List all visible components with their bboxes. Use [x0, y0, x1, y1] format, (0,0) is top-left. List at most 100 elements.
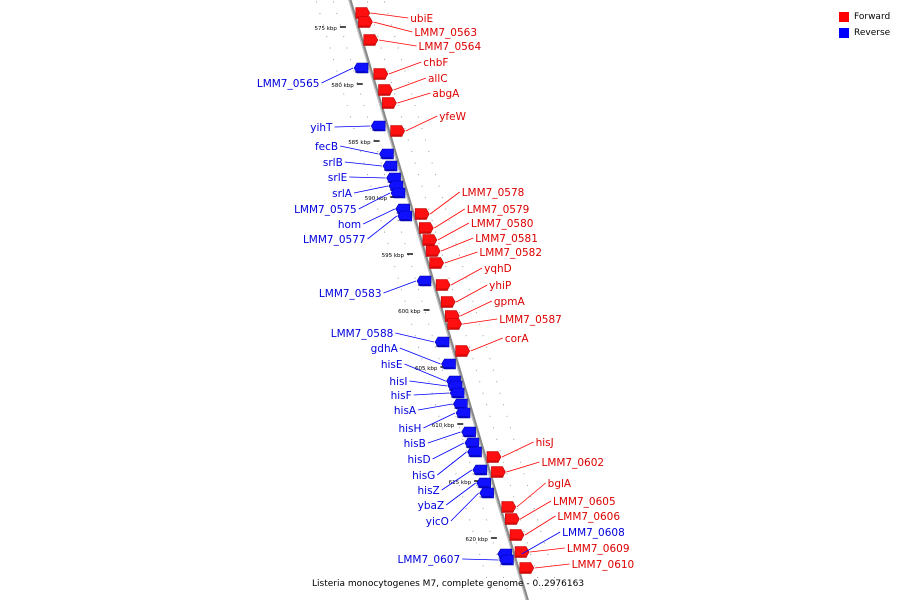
forward-gene-feature[interactable]: [447, 318, 463, 330]
forward-gene-feature[interactable]: [382, 97, 397, 109]
forward-gene-label[interactable]: LMM7_0578: [462, 187, 525, 199]
legend-forward[interactable]: Forward: [839, 9, 899, 24]
reverse-gene-feature[interactable]: [479, 487, 494, 499]
forward-gene-label[interactable]: yfeW: [439, 111, 466, 123]
forward-gene-label[interactable]: LMM7_0610: [572, 559, 635, 571]
forward-gene-feature[interactable]: [358, 16, 373, 28]
kbp-tick-label: 610 kbp: [432, 423, 455, 429]
reverse-gene-label[interactable]: hisE: [381, 359, 403, 371]
forward-gene-label[interactable]: LMM7_0606: [557, 511, 620, 523]
reverse-gene-feature[interactable]: [449, 387, 465, 399]
forward-gene-feature[interactable]: [414, 208, 430, 220]
forward-leader-line: [440, 237, 474, 252]
reverse-gene-feature[interactable]: [379, 148, 394, 160]
forward-gene-feature[interactable]: [491, 466, 506, 478]
reverse-gene-label[interactable]: LMM7_0588: [331, 328, 394, 340]
forward-gene-label[interactable]: LMM7_0579: [467, 204, 530, 216]
reverse-gene-feature[interactable]: [382, 160, 398, 172]
forward-gene-label[interactable]: hisJ: [536, 437, 554, 449]
forward-gene-feature[interactable]: [455, 345, 471, 357]
forward-leader-line: [520, 500, 552, 520]
forward-gene-feature[interactable]: [440, 296, 456, 308]
forward-gene-label[interactable]: yqhD: [484, 263, 512, 275]
reverse-gene-feature[interactable]: [441, 358, 456, 370]
forward-gene-label[interactable]: LMM7_0609: [567, 543, 630, 555]
forward-gene-label[interactable]: chbF: [423, 57, 448, 69]
reverse-gene-feature[interactable]: [353, 62, 369, 74]
reverse-gene-label[interactable]: hisF: [391, 390, 412, 402]
reverse-gene-feature[interactable]: [499, 554, 514, 566]
reverse-gene-feature[interactable]: [455, 407, 471, 419]
forward-gene-label[interactable]: LMM7_0582: [479, 247, 542, 259]
forward-gene-label[interactable]: yhiP: [489, 280, 511, 292]
forward-gene-label[interactable]: LMM7_0605: [553, 496, 616, 508]
reverse-leader-line: [462, 558, 499, 561]
reverse-gene-feature[interactable]: [467, 446, 482, 458]
reverse-gene-label[interactable]: fecB: [315, 141, 338, 153]
forward-gene-feature[interactable]: [509, 529, 525, 541]
forward-gene-label[interactable]: bglA: [548, 478, 572, 490]
reverse-gene-label[interactable]: hisG: [412, 470, 435, 482]
reverse-gene-label[interactable]: yicO: [426, 516, 449, 528]
reverse-gene-label[interactable]: hisA: [394, 405, 417, 417]
forward-gene-label[interactable]: allC: [428, 73, 448, 85]
reverse-gene-label[interactable]: LMM7_0608: [562, 527, 625, 539]
forward-gene-label[interactable]: LMM7_0581: [475, 233, 538, 245]
forward-gene-feature[interactable]: [425, 245, 441, 257]
reverse-gene-label[interactable]: yihT: [310, 122, 333, 134]
reverse-gene-label[interactable]: ybaZ: [418, 500, 445, 512]
reverse-gene-label[interactable]: hisB: [404, 438, 426, 450]
reverse-gene-label[interactable]: LMM7_0607: [398, 554, 461, 566]
genome-caption: Listeria monocytogenes M7, complete geno…: [312, 579, 585, 589]
reverse-gene-feature[interactable]: [434, 336, 450, 348]
forward-gene-feature[interactable]: [501, 501, 517, 513]
forward-gene-feature[interactable]: [378, 84, 393, 96]
reverse-gene-label[interactable]: hisD: [407, 454, 430, 466]
reverse-gene-label[interactable]: srlB: [323, 157, 343, 169]
forward-gene-feature[interactable]: [435, 279, 451, 291]
reverse-gene-feature[interactable]: [416, 275, 432, 287]
forward-gene-label[interactable]: gpmA: [494, 296, 526, 308]
track-dotline-3: [383, 0, 562, 600]
reverse-gene-label[interactable]: srlA: [332, 188, 353, 200]
forward-gene-feature[interactable]: [390, 125, 406, 137]
forward-leader-line: [460, 300, 493, 317]
reverse-gene-feature[interactable]: [390, 187, 406, 199]
reverse-gene-feature[interactable]: [397, 210, 413, 222]
forward-gene-feature[interactable]: [419, 222, 434, 234]
forward-gene-label[interactable]: LMM7_0587: [499, 314, 562, 326]
reverse-gene-feature[interactable]: [476, 477, 491, 489]
reverse-gene-label[interactable]: LMM7_0577: [303, 234, 366, 246]
forward-gene-feature[interactable]: [519, 562, 535, 574]
reverse-gene-label[interactable]: LMM7_0565: [257, 78, 320, 90]
reverse-gene-label[interactable]: hisZ: [418, 485, 440, 497]
reverse-leader-line: [437, 451, 467, 476]
forward-gene-label[interactable]: abgA: [432, 88, 460, 100]
reverse-gene-label[interactable]: hom: [338, 219, 361, 231]
forward-gene-label[interactable]: LMM7_0563: [414, 27, 477, 39]
reverse-gene-label[interactable]: LMM7_0575: [294, 204, 357, 216]
forward-gene-label[interactable]: LMM7_0580: [471, 218, 534, 230]
forward-gene-feature[interactable]: [422, 234, 438, 246]
reverse-gene-label[interactable]: LMM7_0583: [319, 288, 382, 300]
reverse-gene-feature[interactable]: [452, 398, 468, 410]
reverse-gene-feature[interactable]: [370, 120, 386, 132]
forward-gene-label[interactable]: ubiE: [410, 13, 433, 25]
forward-gene-feature[interactable]: [514, 546, 530, 558]
forward-gene-feature[interactable]: [429, 257, 445, 269]
reverse-gene-feature[interactable]: [464, 437, 480, 449]
forward-gene-label[interactable]: LMM7_0602: [541, 457, 604, 469]
forward-gene-label[interactable]: corA: [505, 333, 530, 345]
reverse-gene-label[interactable]: hisH: [398, 423, 421, 435]
forward-gene-feature[interactable]: [505, 513, 520, 525]
reverse-gene-label[interactable]: srlE: [328, 172, 347, 184]
reverse-gene-feature[interactable]: [472, 464, 488, 476]
forward-gene-feature[interactable]: [373, 68, 389, 80]
reverse-gene-feature[interactable]: [461, 426, 476, 438]
reverse-gene-label[interactable]: hisI: [389, 376, 407, 388]
forward-gene-label[interactable]: LMM7_0564: [419, 41, 482, 53]
forward-gene-feature[interactable]: [486, 451, 502, 463]
reverse-gene-label[interactable]: gdhA: [371, 343, 399, 355]
forward-gene-feature[interactable]: [363, 34, 379, 46]
legend-reverse[interactable]: Reverse: [839, 25, 899, 40]
